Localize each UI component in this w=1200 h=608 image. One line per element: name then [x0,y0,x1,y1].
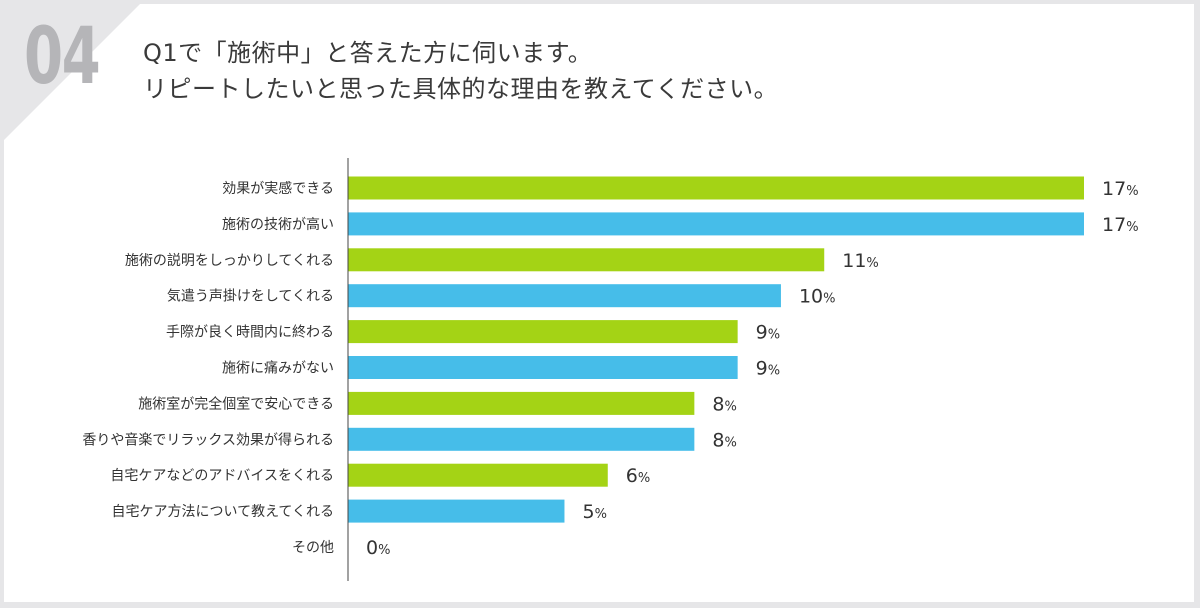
value-label: 8% [712,393,736,415]
value-label: 5% [582,501,606,523]
bar [348,463,608,487]
category-label: 施術の説明をしっかりしてくれる [125,253,334,269]
question-number: 04 [24,12,101,102]
value-label: 17% [1102,214,1139,236]
category-label: 手際が良く時間内に終わる [166,325,334,341]
category-label: 施術に痛みがない [222,360,334,377]
category-label: 自宅ケア方法について教えてくれる [112,504,334,520]
value-label: 8% [712,429,736,451]
bar [348,176,1084,200]
value-label: 6% [626,465,650,487]
question-title-line1: Q1で「施術中」と答えた方に伺います。 [143,39,593,67]
bar [348,427,695,451]
value-label: 9% [756,322,780,344]
bar [348,248,825,272]
bar [348,284,781,308]
bar [348,499,565,523]
survey-card: 04 Q1で「施術中」と答えた方に伺います。 リピートしたいと思った具体的な理由… [4,4,1194,602]
bar [348,212,1084,236]
category-label: 気遣う声掛けをしてくれる [167,289,334,305]
category-label: その他 [292,540,334,556]
value-label: 9% [756,358,780,380]
bar [348,320,738,344]
value-label: 11% [842,250,879,272]
category-label: 施術の技術が高い [222,216,334,233]
value-label: 0% [366,537,390,559]
category-label: 香りや音楽でリラックス効果が得られる [82,431,334,448]
value-label: 17% [1102,178,1139,200]
corner-triangle [4,4,140,140]
category-label: 効果が実感できる [222,180,334,197]
category-label: 施術室が完全個室で安心できる [138,395,334,412]
category-label: 自宅ケアなどのアドバイスをくれる [110,468,334,484]
bar-chart: 効果が実感できる施術の技術が高い施術の説明をしっかりしてくれる気遣う声掛けをして… [82,158,1139,581]
question-title-line2: リピートしたいと思った具体的な理由を教えてください。 [143,75,779,103]
bar [348,391,695,415]
bar [348,356,738,379]
value-label: 10% [799,286,836,308]
